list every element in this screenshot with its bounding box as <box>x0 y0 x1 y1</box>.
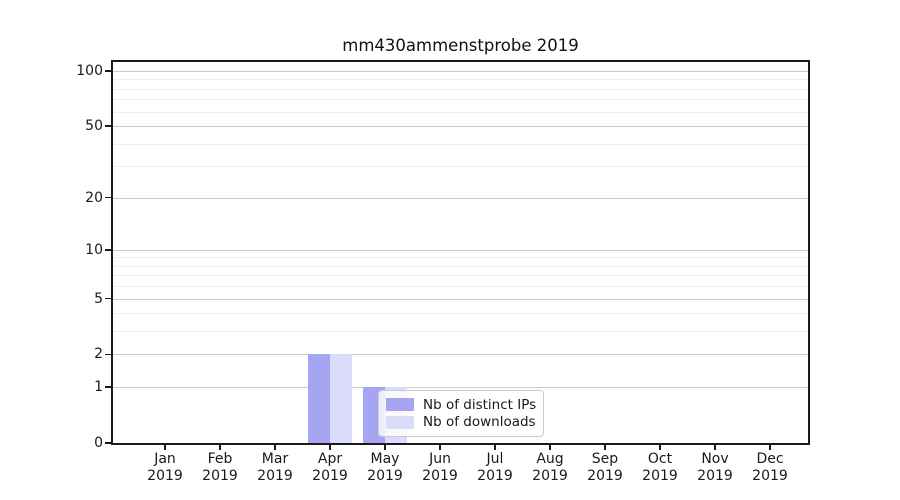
x-tick-label: Feb 2019 <box>192 451 248 484</box>
x-tick-label-month: Mar <box>261 451 289 467</box>
x-tick-label-year: 2019 <box>642 467 678 484</box>
y-tick-mark <box>105 196 111 199</box>
x-tick-mark <box>714 445 716 450</box>
gridline-minor <box>113 99 808 101</box>
chart-title: mm430ammenstprobe 2019 <box>342 36 579 55</box>
y-tick-mark <box>105 297 111 300</box>
x-tick-label-month: Jan <box>154 451 176 467</box>
x-tick-label-month: Feb <box>207 451 233 467</box>
legend-item-downloads: Nb of downloads <box>386 414 536 430</box>
x-tick-label-year: 2019 <box>257 467 293 484</box>
x-tick-label: Sep 2019 <box>577 451 633 484</box>
x-tick-label: Aug 2019 <box>522 451 578 484</box>
x-tick-label: Apr 2019 <box>302 451 358 484</box>
spine-left <box>111 60 113 445</box>
gridline-minor <box>113 111 808 113</box>
x-tick-label: Oct 2019 <box>632 451 688 484</box>
legend-swatch-distinct-ips-icon <box>386 398 414 412</box>
y-tick-mark <box>105 125 111 127</box>
y-tick-mark <box>105 353 111 356</box>
y-tick-mark <box>105 442 111 444</box>
x-tick-mark <box>604 445 606 450</box>
x-tick-label-year: 2019 <box>147 467 183 484</box>
gridline-minor <box>113 143 808 145</box>
gridline-minor <box>113 257 808 259</box>
legend: Nb of distinct IPs Nb of downloads <box>378 390 544 437</box>
spine-bottom <box>111 443 810 445</box>
gridline-minor <box>113 286 808 288</box>
y-tick-label: 2 <box>94 346 103 363</box>
x-tick-label: Nov 2019 <box>687 451 743 484</box>
bar-downloads <box>330 354 352 443</box>
y-tick-label: 5 <box>94 290 103 307</box>
gridline-minor <box>113 79 808 81</box>
y-tick-label: 20 <box>85 189 103 206</box>
x-tick-label-year: 2019 <box>532 467 568 484</box>
gridline-minor <box>113 88 808 90</box>
y-tick-mark <box>105 248 111 251</box>
gridline-major <box>113 126 808 128</box>
x-tick-mark <box>329 445 331 450</box>
legend-swatch-downloads-icon <box>386 415 414 429</box>
x-tick-mark <box>384 445 386 450</box>
legend-item-distinct-ips: Nb of distinct IPs <box>386 397 536 413</box>
x-tick-label-month: Jun <box>429 451 451 467</box>
y-tick-label: 100 <box>76 63 103 80</box>
gridline-major <box>113 298 808 300</box>
x-tick-label-month: Oct <box>647 451 673 467</box>
y-tick-label: 1 <box>94 379 103 396</box>
x-tick-label-year: 2019 <box>202 467 238 484</box>
x-tick-label-year: 2019 <box>367 467 403 484</box>
gridline-major <box>113 71 808 73</box>
x-tick-label-month: Sep <box>591 451 619 467</box>
gridline-minor <box>113 313 808 315</box>
x-tick-label: Jul 2019 <box>467 451 523 484</box>
y-tick-label: 50 <box>85 118 103 135</box>
x-tick-label-month: May <box>370 451 400 467</box>
x-tick-mark <box>439 445 441 450</box>
x-tick-mark <box>164 445 166 450</box>
gridline-minor <box>113 265 808 267</box>
spine-right <box>808 60 810 445</box>
x-tick-label-year: 2019 <box>477 467 513 484</box>
x-tick-label-year: 2019 <box>422 467 458 484</box>
gridline-minor <box>113 331 808 333</box>
x-tick-label-month: Jul <box>486 451 504 467</box>
x-tick-label-month: Apr <box>317 451 343 467</box>
gridline-minor <box>113 275 808 277</box>
x-tick-label: Jan 2019 <box>137 451 193 484</box>
legend-label-distinct-ips: Nb of distinct IPs <box>423 396 537 413</box>
legend-label-downloads: Nb of downloads <box>423 414 536 431</box>
x-tick-label-month: Nov <box>701 451 729 467</box>
x-tick-label: May 2019 <box>357 451 413 484</box>
gridline-major <box>113 249 808 251</box>
x-tick-mark <box>494 445 496 450</box>
spine-top <box>111 60 810 62</box>
y-tick-label: 0 <box>94 435 103 451</box>
y-tick-mark <box>105 70 111 72</box>
x-tick-label-month: Dec <box>756 451 784 467</box>
y-tick-mark <box>105 386 111 388</box>
x-tick-label-year: 2019 <box>312 467 348 484</box>
gridline-minor <box>113 166 808 168</box>
gridline-major <box>113 354 808 356</box>
gridline-major <box>113 197 808 199</box>
x-tick-mark <box>219 445 221 450</box>
x-tick-label-month: Aug <box>536 451 564 467</box>
x-tick-mark <box>769 445 771 450</box>
plot-area: Nb of distinct IPs Nb of downloads <box>113 62 808 443</box>
x-tick-mark <box>274 445 276 450</box>
x-tick-label: Dec 2019 <box>742 451 798 484</box>
gridline-major <box>113 387 808 389</box>
x-tick-label-year: 2019 <box>697 467 733 484</box>
x-tick-mark <box>549 445 551 450</box>
x-tick-mark <box>659 445 661 450</box>
y-tick-label: 10 <box>85 241 103 258</box>
x-tick-label-year: 2019 <box>587 467 623 484</box>
x-tick-label: Mar 2019 <box>247 451 303 484</box>
x-tick-label-year: 2019 <box>752 467 788 484</box>
bar-distinct-ips <box>308 354 330 443</box>
x-tick-label: Jun 2019 <box>412 451 468 484</box>
